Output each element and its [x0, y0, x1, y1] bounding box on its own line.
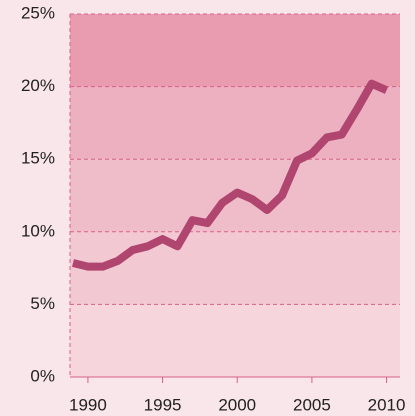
- y-tick-label: 0%: [30, 366, 55, 385]
- y-tick-label: 25%: [21, 3, 55, 22]
- y-tick-label: 15%: [21, 149, 55, 168]
- x-tick-label: 1995: [144, 395, 182, 414]
- x-tick-label: 2000: [218, 395, 256, 414]
- y-tick-label: 5%: [30, 294, 55, 313]
- y-tick-label: 20%: [21, 76, 55, 95]
- x-tick-label: 2005: [293, 395, 331, 414]
- y-tick-label: 10%: [21, 221, 55, 240]
- band: [70, 231, 400, 305]
- band: [70, 304, 400, 377]
- line: [72, 79, 389, 271]
- x-tick-label: 2010: [368, 395, 406, 414]
- band: [70, 14, 400, 87]
- x-tick-label: 1990: [69, 395, 107, 414]
